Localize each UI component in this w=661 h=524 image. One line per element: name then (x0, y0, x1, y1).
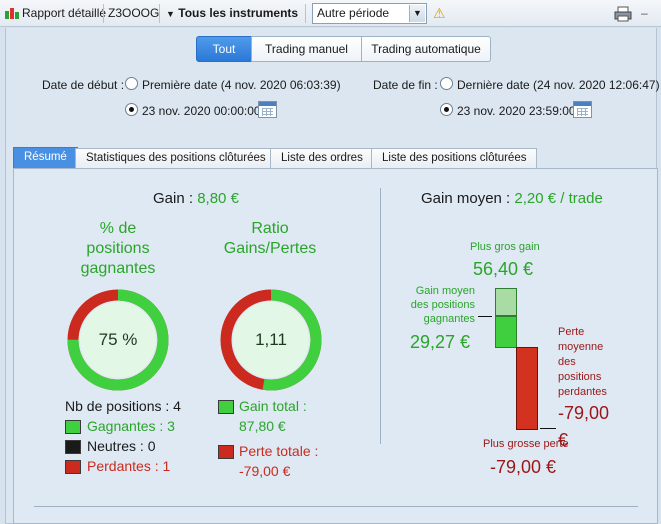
end-custom-value[interactable]: 23 nov. 2020 23:59:00 (457, 104, 576, 118)
tab-closed-position-stats[interactable]: Statistiques des positions clôturées (75, 148, 277, 168)
start-custom-value[interactable]: 23 nov. 2020 00:00:00 (142, 104, 261, 118)
end-date-label: Date de fin : (373, 78, 438, 92)
win-rate-donut (67, 289, 169, 391)
end-last-option[interactable]: Dernière date (24 nov. 2020 12:06:47) (457, 78, 660, 92)
avg-winning-label: Gain moyen des positions gagnantes (410, 285, 475, 325)
legend-swatch-gain (218, 400, 234, 414)
legend-swatch-loss (65, 460, 81, 474)
arrow-pointer (478, 316, 492, 317)
end-last-radio[interactable] (440, 77, 453, 90)
legend-swatch-neutral (65, 440, 81, 454)
divider (380, 188, 381, 444)
report-button[interactable]: Rapport détaillé (22, 6, 107, 20)
end-custom-radio[interactable] (440, 103, 453, 116)
total-gain-value: 87,80 € (239, 418, 286, 434)
ratio-value: 1,11 (255, 330, 287, 349)
instruments-label: Tous les instruments (178, 6, 299, 20)
tab-order-list[interactable]: Liste des ordres (270, 148, 374, 168)
neutral-count: Neutres : 0 (87, 438, 156, 454)
arrow-pointer (540, 428, 556, 429)
legend-swatch-win (65, 420, 81, 434)
minimize-icon[interactable]: – (641, 6, 648, 20)
positions-count: Nb de positions : 4 (65, 398, 181, 414)
calendar-icon[interactable] (258, 101, 277, 118)
winners-count: Gagnantes : 3 (87, 418, 175, 434)
start-custom-radio[interactable] (125, 103, 138, 116)
period-value: Autre période (317, 6, 390, 20)
ratio-title: Ratio Gains/Pertes (223, 220, 317, 257)
donut-win-arc (67, 289, 169, 391)
mode-all-button[interactable]: Tout (196, 36, 252, 62)
donut-center (233, 302, 309, 378)
avg-losing-unit: € (558, 430, 569, 450)
start-first-radio[interactable] (125, 77, 138, 90)
instruments-dropdown[interactable]: ▼ Tous les instruments (166, 4, 298, 23)
losers-count: Perdantes : 1 (87, 458, 171, 474)
chevron-down-icon: ▼ (166, 9, 175, 19)
tab-summary[interactable]: Résumé (13, 147, 78, 168)
avg-winning-value: 29,27 € (410, 332, 471, 352)
mode-manual-button[interactable]: Trading manuel (251, 36, 362, 62)
gain-value: 8,80 € (197, 190, 239, 207)
divider (34, 506, 638, 507)
mode-auto-button[interactable]: Trading automatique (361, 36, 491, 62)
avg-gain-bar (495, 316, 517, 348)
legend-swatch-loss (218, 445, 234, 459)
avg-gain-value: 2,20 € / trade (514, 190, 603, 207)
period-select[interactable]: Autre période ▼ (312, 3, 427, 24)
win-rate-value: 75 % (98, 330, 138, 349)
biggest-gain-bar (495, 288, 517, 316)
biggest-loss-value: -79,00 € (490, 457, 557, 477)
avg-losing-label: Perte moyenne des positions perdantes (558, 326, 607, 398)
start-first-option[interactable]: Première date (4 nov. 2020 06:03:39) (142, 78, 341, 92)
avg-loss-bar (516, 347, 538, 430)
avg-losing-value: -79,00 (558, 403, 610, 423)
tab-closed-position-list[interactable]: Liste des positions clôturées (371, 148, 538, 168)
toolbar: Rapport détaillé Z3OOOG ▼ Tous les instr… (0, 0, 661, 27)
print-icon[interactable] (614, 4, 632, 23)
gain-label: Gain : (153, 190, 194, 207)
gain-summary: Gain : 8,80 € (153, 190, 239, 207)
avg-gain-label: Gain moyen : (421, 190, 511, 207)
avg-gain-summary: Gain moyen : 2,20 € / trade (421, 190, 603, 207)
donut-gain-arc (220, 289, 322, 391)
total-gain-label: Gain total : (239, 398, 307, 414)
chevron-down-icon: ▼ (409, 5, 425, 22)
total-loss-label: Perte totale : (239, 443, 319, 459)
account-button[interactable]: Z3OOOG (108, 6, 160, 20)
total-loss-value: -79,00 € (239, 463, 291, 479)
win-pct-title: % de positions gagnantes (80, 220, 156, 277)
biggest-gain-label: Plus gros gain (470, 241, 540, 253)
biggest-gain-value: 56,40 € (473, 259, 534, 279)
calendar-icon[interactable] (573, 101, 592, 118)
donut-center (80, 302, 156, 378)
ratio-donut (220, 289, 322, 391)
biggest-loss-label: Plus grosse perte (483, 438, 569, 450)
start-date-label: Date de début : (42, 78, 125, 92)
warning-icon: ⚠ (433, 5, 446, 21)
report-icon[interactable] (4, 4, 20, 23)
